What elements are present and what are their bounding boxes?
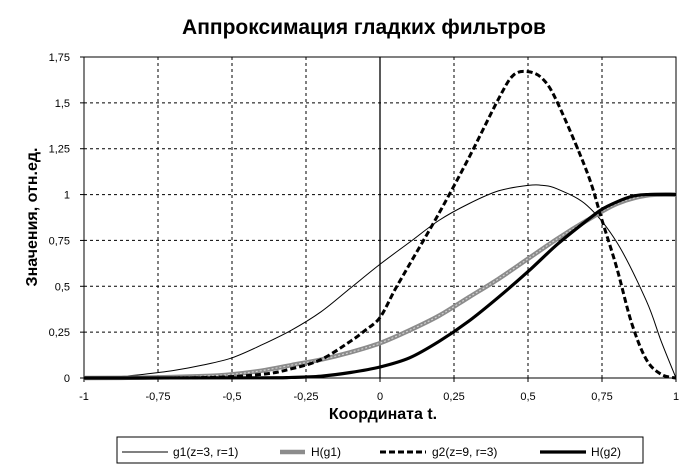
x-tick-label: 0,25 xyxy=(443,391,464,403)
legend-box xyxy=(116,436,644,464)
x-tick-label: -1 xyxy=(79,391,89,403)
legend-label-4: H(g2) xyxy=(591,445,621,459)
x-tick-label: -0,5 xyxy=(223,391,242,403)
x-tick-label: 0 xyxy=(377,391,383,403)
x-axis-title: Координата t. xyxy=(329,406,437,423)
series-line-3 xyxy=(83,69,677,380)
legend-label-3: g2(z=9, r=3) xyxy=(432,445,497,459)
x-tick-label: 0,75 xyxy=(591,391,612,403)
y-tick-label: 1,75 xyxy=(49,52,70,64)
x-tick-label: -0,75 xyxy=(145,391,170,403)
y-tick-label: 0,25 xyxy=(49,327,70,339)
chart-title: Аппроксимация гладких фильтров xyxy=(182,16,546,39)
series-line-4 xyxy=(83,192,677,380)
y-axis-title: Значения, отн.ед. xyxy=(24,148,41,287)
y-tick-label: 0 xyxy=(64,373,70,385)
legend: g1(z=3, r=1) H(g1) g2(z=9, r=3) H(g2) xyxy=(116,436,644,464)
y-tick-label: 1,25 xyxy=(49,144,70,156)
y-tick-label: 1 xyxy=(64,190,70,202)
y-tick-label: 0,5 xyxy=(55,281,70,293)
x-tick-label: 1 xyxy=(673,391,679,403)
x-tick-label: 0,5 xyxy=(520,391,535,403)
x-tick-label: -0,25 xyxy=(293,391,318,403)
legend-label-2: H(g1) xyxy=(311,445,341,459)
legend-label-1: g1(z=3, r=1) xyxy=(173,445,238,459)
y-tick-label: 1,5 xyxy=(55,98,70,110)
series-line-1 xyxy=(83,184,677,379)
axes: -1 -0,75 -0,5 -0,25 0 0,25 0,5 0,75 1 0 0,25 0,5 0,7… xyxy=(49,52,679,403)
series-group xyxy=(83,69,677,381)
y-tick-label: 0,75 xyxy=(49,235,70,247)
